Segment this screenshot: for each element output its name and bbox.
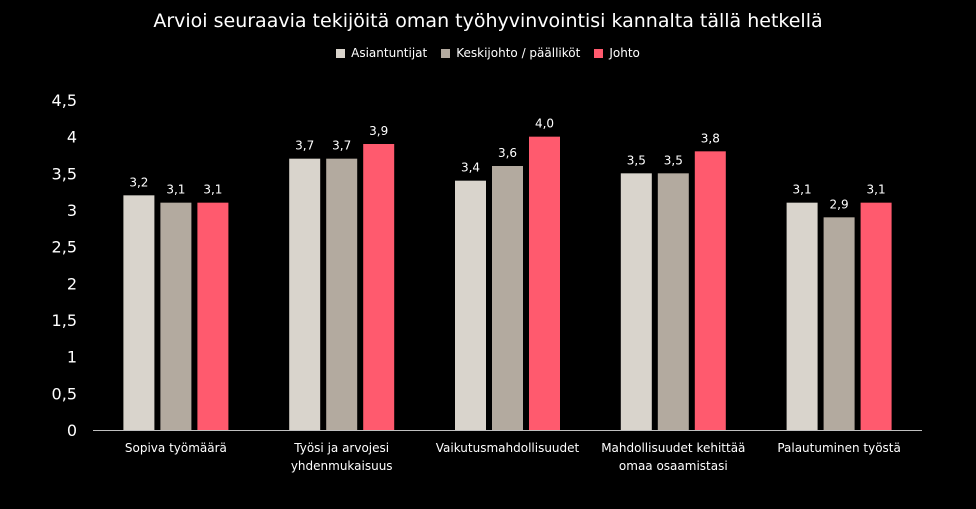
data-label: 3,1 (867, 183, 886, 197)
legend-swatch (594, 48, 604, 58)
data-label: 3,7 (332, 139, 351, 153)
data-label: 3,8 (701, 131, 720, 145)
data-label: 3,5 (627, 153, 646, 167)
bar (694, 151, 726, 431)
legend-label: Asiantuntijat (351, 46, 428, 60)
legend-label: Keskijohto / päälliköt (456, 46, 581, 60)
y-tick-label: 1,5 (52, 311, 77, 330)
x-tick-label: Palautuminen työstä (777, 441, 901, 455)
data-label: 3,2 (129, 175, 148, 189)
chart-title: Arvioi seuraavia tekijöitä oman työhyvin… (153, 10, 823, 32)
bar (657, 173, 689, 431)
data-label: 4,0 (535, 117, 554, 131)
x-tick-label: Mahdollisuudet kehittää (601, 441, 745, 455)
data-label: 3,9 (369, 124, 388, 138)
y-tick-label: 0,5 (52, 384, 77, 403)
legend-item-keskijohto: Keskijohto / päälliköt (441, 46, 580, 60)
legend-item-johto: Johto (594, 46, 640, 60)
x-tick-label: yhdenmukaisuus (291, 459, 393, 473)
bar (823, 217, 855, 430)
x-tick-label: Vaikutusmahdollisuudet (436, 441, 580, 455)
y-tick-label: 4,5 (52, 91, 77, 110)
legend-swatch (336, 48, 346, 58)
bar (289, 158, 321, 430)
bar (860, 202, 892, 430)
y-tick-label: 3,5 (52, 164, 77, 183)
bar (326, 158, 358, 430)
y-tick-label: 2 (67, 274, 77, 293)
legend: Asiantuntijat Keskijohto / päälliköt Joh… (0, 46, 976, 60)
data-label: 3,6 (498, 146, 517, 160)
legend-item-asiantuntijat: Asiantuntijat (336, 46, 427, 60)
data-label: 3,4 (461, 161, 480, 175)
data-label: 2,9 (830, 197, 849, 211)
x-tick-label: omaa osaamistasi (619, 459, 728, 473)
data-label: 3,1 (166, 183, 185, 197)
data-label: 3,1 (793, 183, 812, 197)
x-tick-label: Työsi ja arvojesi (293, 441, 389, 455)
y-tick-label: 0 (67, 421, 77, 440)
bar (160, 202, 192, 430)
bar (123, 195, 155, 430)
data-label: 3,1 (203, 183, 222, 197)
bar (363, 144, 395, 430)
x-tick-label: Sopiva työmäärä (125, 441, 227, 455)
data-label: 3,7 (295, 139, 314, 153)
y-tick-label: 2,5 (52, 238, 77, 257)
legend-swatch (441, 48, 451, 58)
y-tick-label: 4 (67, 128, 77, 147)
bar (197, 202, 229, 430)
legend-label: Johto (609, 46, 640, 60)
bar (492, 166, 523, 430)
bar (620, 173, 652, 431)
bar (529, 136, 560, 430)
bar (455, 180, 486, 430)
bar (786, 202, 818, 430)
data-label: 3,5 (664, 153, 683, 167)
y-tick-label: 3 (67, 201, 77, 220)
y-tick-label: 1 (67, 348, 77, 367)
